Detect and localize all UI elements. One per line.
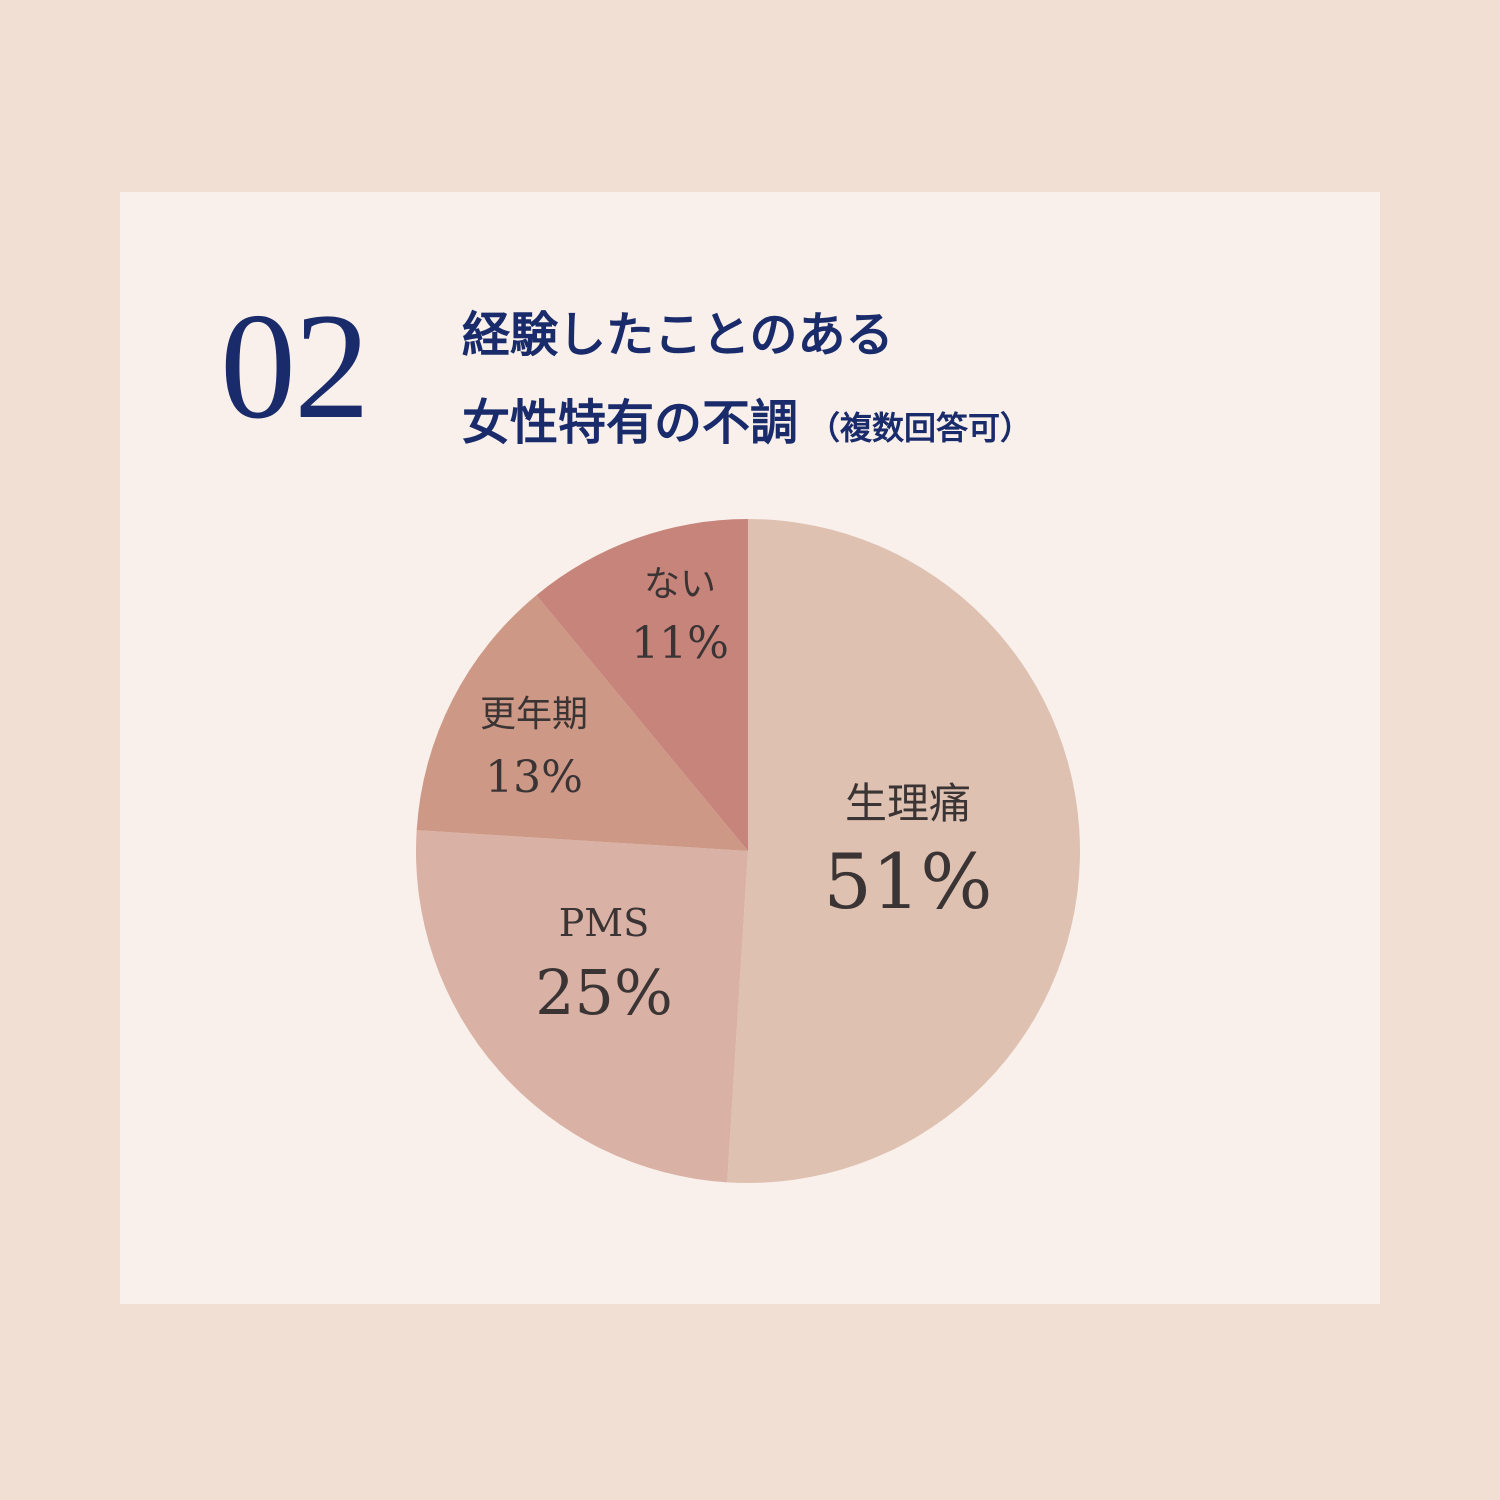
- pie-slice: [727, 519, 1081, 1183]
- slice-name-label: PMS: [559, 901, 650, 945]
- slice-name-label: 生理痛: [845, 779, 971, 828]
- pie-slice: [416, 830, 748, 1183]
- slice-name-label: 更年期: [480, 694, 588, 735]
- slice-value-label: 11%: [631, 618, 729, 669]
- title-line-1: 経験したことのある: [462, 307, 894, 363]
- section-number: 02: [220, 282, 370, 450]
- slice-name-label: ない: [644, 564, 716, 605]
- pie-slices: [416, 519, 1081, 1183]
- slice-value-label: 25%: [535, 956, 673, 1029]
- title-line-2-text: 女性特有の不調: [462, 395, 799, 451]
- slice-value-label: 13%: [485, 752, 583, 803]
- pie-slice: [536, 519, 748, 851]
- title-note: （複数回答可）: [808, 409, 1033, 447]
- pie-slice: [416, 595, 748, 851]
- title-line-2: 女性特有の不調 （複数回答可）: [462, 383, 1032, 453]
- pie-labels: 生理痛 51% PMS 25% 更年期 13% ない 11%: [480, 564, 992, 1029]
- slice-value-label: 51%: [824, 837, 993, 926]
